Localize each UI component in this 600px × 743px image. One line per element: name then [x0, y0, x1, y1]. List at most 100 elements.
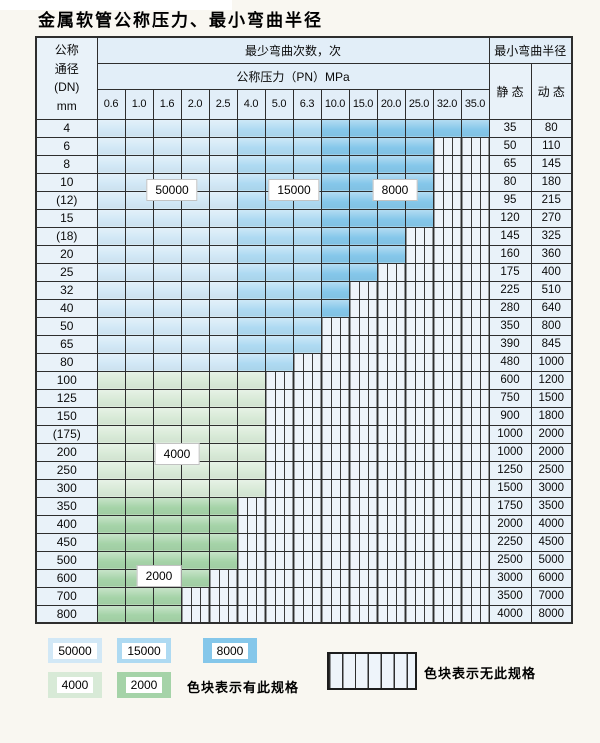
dynamic-radius-cell: 1000	[530, 352, 573, 372]
dn-cell: 600	[35, 568, 98, 588]
spec-cell	[208, 208, 238, 228]
corner-line-3: (DN)	[54, 80, 80, 95]
no-spec-cell	[264, 550, 294, 570]
spec-cell	[320, 172, 350, 192]
spec-cell	[96, 298, 126, 318]
spec-cell	[124, 154, 154, 174]
no-spec-cell	[432, 208, 462, 228]
dn-cell: 200	[35, 442, 98, 462]
table-row-dn-200: 200 1000 2000	[35, 442, 573, 462]
spec-cell	[180, 352, 210, 372]
no-spec-cell	[460, 352, 490, 372]
no-spec-cell	[376, 550, 406, 570]
spec-cell	[292, 334, 322, 354]
spec-cell	[96, 532, 126, 552]
spec-cell	[208, 424, 238, 444]
pressure-tick-1.6: 1.6	[152, 88, 182, 120]
no-spec-cell	[404, 226, 434, 246]
no-spec-cell	[320, 514, 350, 534]
spec-cell	[348, 208, 378, 228]
table-row-dn-150: 150 900 1800	[35, 406, 573, 426]
dn-cell: 4	[35, 118, 98, 138]
no-spec-cell	[376, 334, 406, 354]
dn-cell: 32	[35, 280, 98, 300]
static-radius-cell: 4000	[488, 604, 532, 624]
spec-cell	[124, 280, 154, 300]
no-spec-cell	[376, 478, 406, 498]
pressure-tick-1.0: 1.0	[124, 88, 154, 120]
no-spec-cell	[348, 280, 378, 300]
spec-cell	[292, 280, 322, 300]
spec-cell	[96, 514, 126, 534]
no-spec-swatch	[327, 652, 417, 690]
spec-cell	[152, 118, 182, 138]
table-row-dn-80: 80 480 1000	[35, 352, 573, 372]
static-radius-cell: 600	[488, 370, 532, 390]
static-radius-cell: 80	[488, 172, 532, 192]
bend-cycles-header: 最少弯曲次数，次	[96, 36, 490, 64]
spec-cell	[236, 172, 266, 192]
no-spec-cell	[236, 586, 266, 606]
no-spec-cell	[376, 460, 406, 480]
no-spec-cell	[348, 298, 378, 318]
pressure-tick-4.0: 4.0	[236, 88, 266, 120]
no-spec-cell	[320, 316, 350, 336]
no-spec-cell	[348, 442, 378, 462]
legend-swatch-8000-label: 8000	[211, 642, 249, 659]
spec-cell	[320, 262, 350, 282]
static-radius-cell: 1000	[488, 442, 532, 462]
no-spec-cell	[320, 424, 350, 444]
spec-cell	[208, 280, 238, 300]
dynamic-radius-cell: 1500	[530, 388, 573, 408]
spec-cell	[124, 334, 154, 354]
spec-cell	[208, 118, 238, 138]
no-spec-cell	[376, 514, 406, 534]
dn-cell: 300	[35, 478, 98, 498]
spec-cell	[124, 226, 154, 246]
spec-cell	[236, 298, 266, 318]
scan-artifact-strip	[0, 0, 232, 10]
spec-cell	[404, 118, 434, 138]
spec-cell	[124, 550, 154, 570]
no-spec-cell	[264, 478, 294, 498]
static-radius-cell: 3000	[488, 568, 532, 588]
spec-cell	[376, 154, 406, 174]
spec-cell	[96, 586, 126, 606]
static-radius-cell: 160	[488, 244, 532, 264]
dn-cell: 350	[35, 496, 98, 516]
spec-cell	[152, 370, 182, 390]
no-spec-cell	[320, 568, 350, 588]
spec-cell	[124, 442, 154, 462]
spec-cell	[124, 262, 154, 282]
no-spec-cell	[320, 604, 350, 624]
spec-cell	[404, 154, 434, 174]
dynamic-radius-cell: 360	[530, 244, 573, 264]
dynamic-radius-cell: 510	[530, 280, 573, 300]
no-spec-cell	[432, 424, 462, 444]
spec-cell	[124, 298, 154, 318]
spec-cell	[180, 406, 210, 426]
no-spec-cell	[236, 550, 266, 570]
spec-cell	[208, 550, 238, 570]
spec-cell	[124, 496, 154, 516]
no-spec-cell	[432, 352, 462, 372]
no-spec-cell	[376, 496, 406, 516]
spec-cell	[96, 280, 126, 300]
no-spec-cell	[348, 586, 378, 606]
dn-cell: 10	[35, 172, 98, 192]
no-spec-cell	[320, 532, 350, 552]
spec-cell	[208, 190, 238, 210]
spec-cell	[264, 136, 294, 156]
no-spec-cell	[376, 388, 406, 408]
dn-cell: 100	[35, 370, 98, 390]
pressure-tick-10.0: 10.0	[320, 88, 350, 120]
spec-cell	[152, 406, 182, 426]
no-spec-cell	[348, 550, 378, 570]
no-spec-cell	[432, 370, 462, 390]
spec-cell	[96, 118, 126, 138]
no-spec-cell	[432, 136, 462, 156]
corner-line-4: mm	[56, 98, 77, 113]
dn-cell: (175)	[35, 424, 98, 444]
no-spec-cell	[460, 154, 490, 174]
spec-cell	[96, 172, 126, 192]
